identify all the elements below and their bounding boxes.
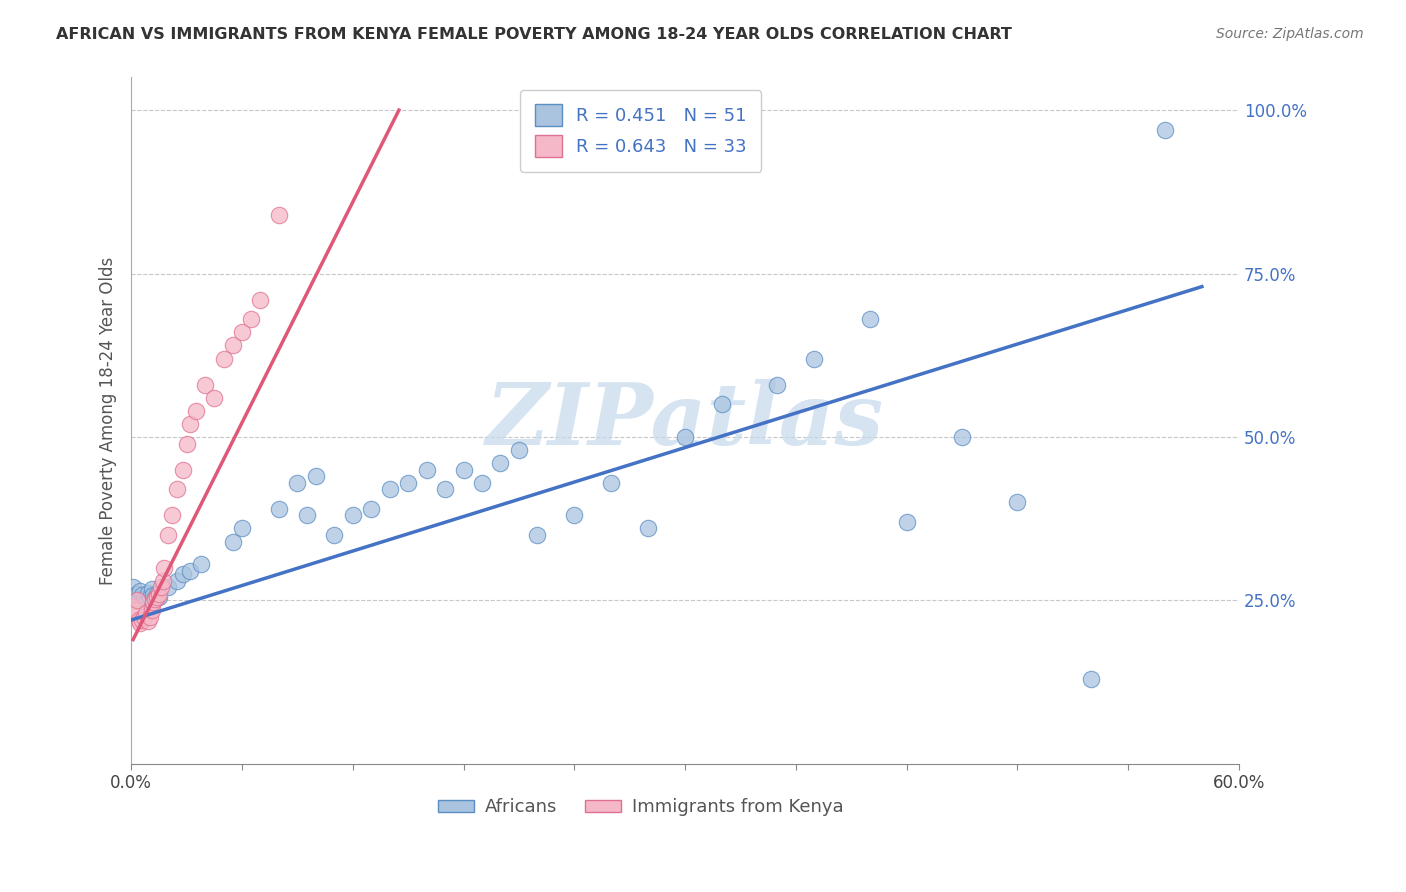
Text: ZIPatlas: ZIPatlas — [486, 379, 884, 462]
Point — [129, 583, 152, 598]
Point — [142, 595, 165, 609]
Point — [222, 534, 245, 549]
Point — [176, 436, 198, 450]
Point — [342, 508, 364, 523]
Text: Source: ZipAtlas.com: Source: ZipAtlas.com — [1216, 27, 1364, 41]
Point — [160, 508, 183, 523]
Point — [166, 483, 188, 497]
Point — [125, 593, 148, 607]
Point — [231, 326, 253, 340]
Point — [434, 483, 457, 497]
Point — [172, 463, 194, 477]
Point — [143, 592, 166, 607]
Point — [149, 580, 172, 594]
Point — [135, 595, 157, 609]
Point — [803, 351, 825, 366]
Point — [138, 609, 160, 624]
Point — [146, 587, 169, 601]
Point — [1080, 672, 1102, 686]
Point — [453, 463, 475, 477]
Point — [489, 456, 512, 470]
Point — [142, 588, 165, 602]
Point — [896, 515, 918, 529]
Point — [202, 391, 225, 405]
Point — [125, 587, 148, 601]
Point — [131, 613, 153, 627]
Point — [295, 508, 318, 523]
Point — [124, 603, 146, 617]
Point — [396, 475, 419, 490]
Point — [249, 293, 271, 307]
Point — [600, 475, 623, 490]
Point — [360, 501, 382, 516]
Legend: Africans, Immigrants from Kenya: Africans, Immigrants from Kenya — [432, 791, 851, 823]
Point — [179, 564, 201, 578]
Point — [222, 338, 245, 352]
Point — [136, 615, 159, 629]
Point — [166, 574, 188, 588]
Point — [131, 588, 153, 602]
Point — [134, 609, 156, 624]
Point — [287, 475, 309, 490]
Point — [143, 591, 166, 605]
Point — [129, 616, 152, 631]
Point — [141, 603, 163, 617]
Point — [148, 587, 170, 601]
Point — [710, 397, 733, 411]
Point — [240, 312, 263, 326]
Point — [148, 590, 170, 604]
Point — [138, 590, 160, 604]
Point — [146, 590, 169, 604]
Point — [1154, 122, 1177, 136]
Point — [157, 580, 180, 594]
Point — [136, 585, 159, 599]
Point — [122, 599, 145, 614]
Point — [1007, 495, 1029, 509]
Point — [378, 483, 401, 497]
Point — [323, 528, 346, 542]
Point — [128, 613, 150, 627]
Point — [526, 528, 548, 542]
Point — [153, 560, 176, 574]
Point — [637, 521, 659, 535]
Point — [179, 417, 201, 431]
Point — [157, 528, 180, 542]
Point — [267, 208, 290, 222]
Point — [766, 377, 789, 392]
Point — [673, 430, 696, 444]
Text: AFRICAN VS IMMIGRANTS FROM KENYA FEMALE POVERTY AMONG 18-24 YEAR OLDS CORRELATIO: AFRICAN VS IMMIGRANTS FROM KENYA FEMALE … — [56, 27, 1012, 42]
Point — [950, 430, 973, 444]
Point — [128, 593, 150, 607]
Point — [141, 582, 163, 596]
Point — [267, 501, 290, 516]
Point — [562, 508, 585, 523]
Point — [194, 377, 217, 392]
Point — [858, 312, 880, 326]
Point — [124, 590, 146, 604]
Point — [172, 567, 194, 582]
Point — [134, 592, 156, 607]
Point — [190, 558, 212, 572]
Point — [135, 607, 157, 621]
Point — [231, 521, 253, 535]
Point — [122, 580, 145, 594]
Point — [471, 475, 494, 490]
Point — [415, 463, 437, 477]
Point — [184, 404, 207, 418]
Y-axis label: Female Poverty Among 18-24 Year Olds: Female Poverty Among 18-24 Year Olds — [100, 257, 117, 585]
Point — [305, 469, 328, 483]
Point — [508, 443, 530, 458]
Point — [152, 574, 174, 588]
Point — [212, 351, 235, 366]
